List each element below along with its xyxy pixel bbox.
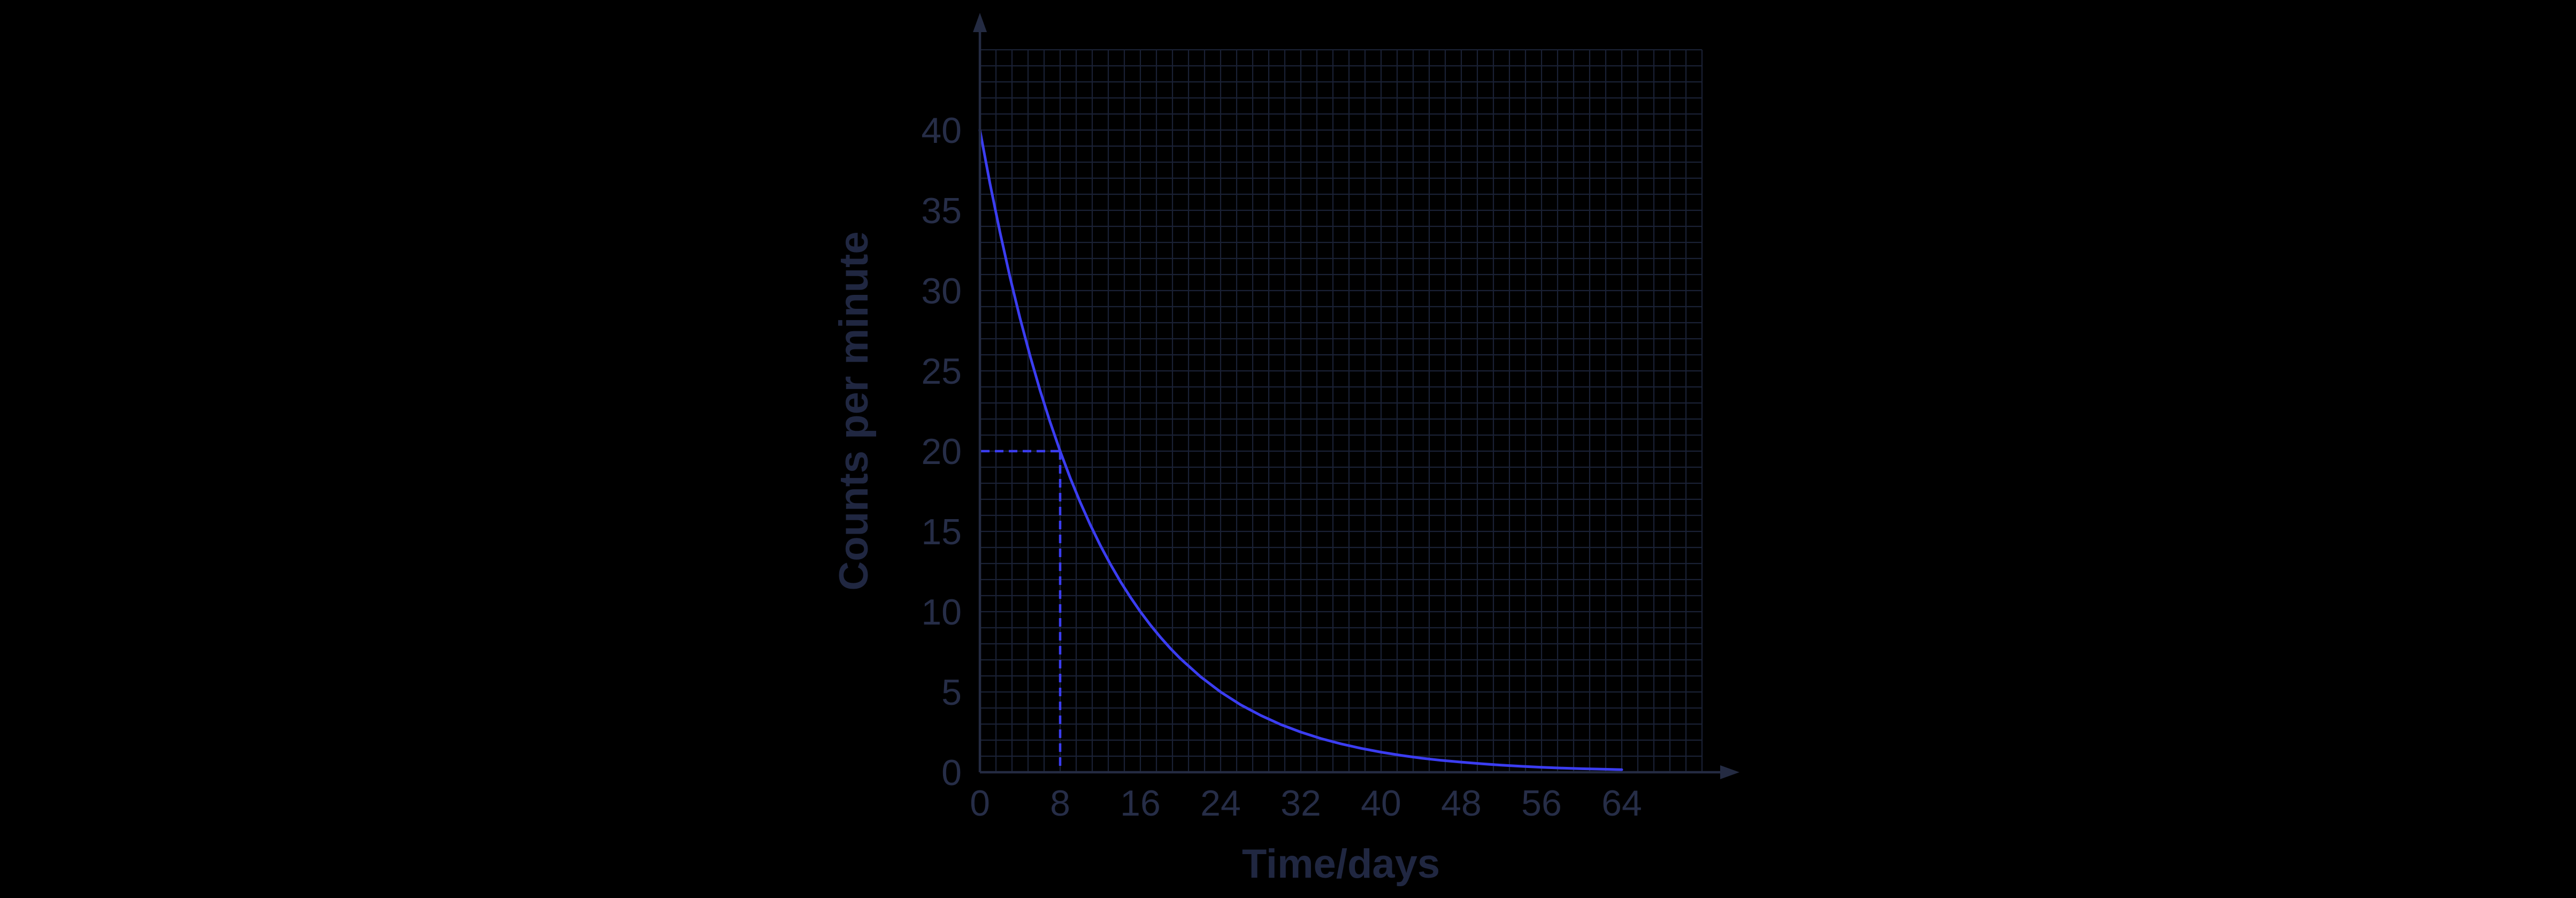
x-axis-title: Time/days (1242, 841, 1440, 887)
x-tick-label: 16 (1120, 783, 1161, 824)
y-tick-label: 30 (921, 271, 962, 311)
y-axis-title: Counts per minute (831, 231, 877, 590)
x-tick-label: 64 (1601, 783, 1642, 824)
y-tick-label: 35 (921, 191, 962, 231)
x-tick-label: 48 (1441, 783, 1482, 824)
x-tick-label: 0 (970, 783, 990, 824)
x-tick-label: 32 (1281, 783, 1321, 824)
half-life-guides (981, 450, 1062, 771)
y-tick-label: 5 (941, 672, 962, 713)
x-axis-arrow-icon (1720, 765, 1739, 779)
y-tick-label: 15 (921, 512, 962, 552)
x-tick-label: 56 (1521, 783, 1562, 824)
x-tick-label: 8 (1050, 783, 1070, 824)
decay-curve-line (978, 128, 1623, 771)
decay-curve (978, 128, 1623, 771)
y-tick-label: 20 (921, 431, 962, 472)
y-tick-label: 10 (921, 592, 962, 633)
tick-labels: 0 5 10 15 20 25 30 35 40 0 8 16 24 32 40 48 56 64 (921, 110, 1642, 824)
x-tick-label: 24 (1200, 783, 1241, 824)
y-tick-label: 0 (941, 752, 962, 793)
axes (973, 13, 1739, 779)
x-tick-label: 40 (1361, 783, 1401, 824)
y-axis-arrow-icon (973, 13, 987, 32)
y-tick-label: 40 (921, 110, 962, 151)
grid (979, 49, 1703, 773)
y-tick-label: 25 (921, 351, 962, 392)
